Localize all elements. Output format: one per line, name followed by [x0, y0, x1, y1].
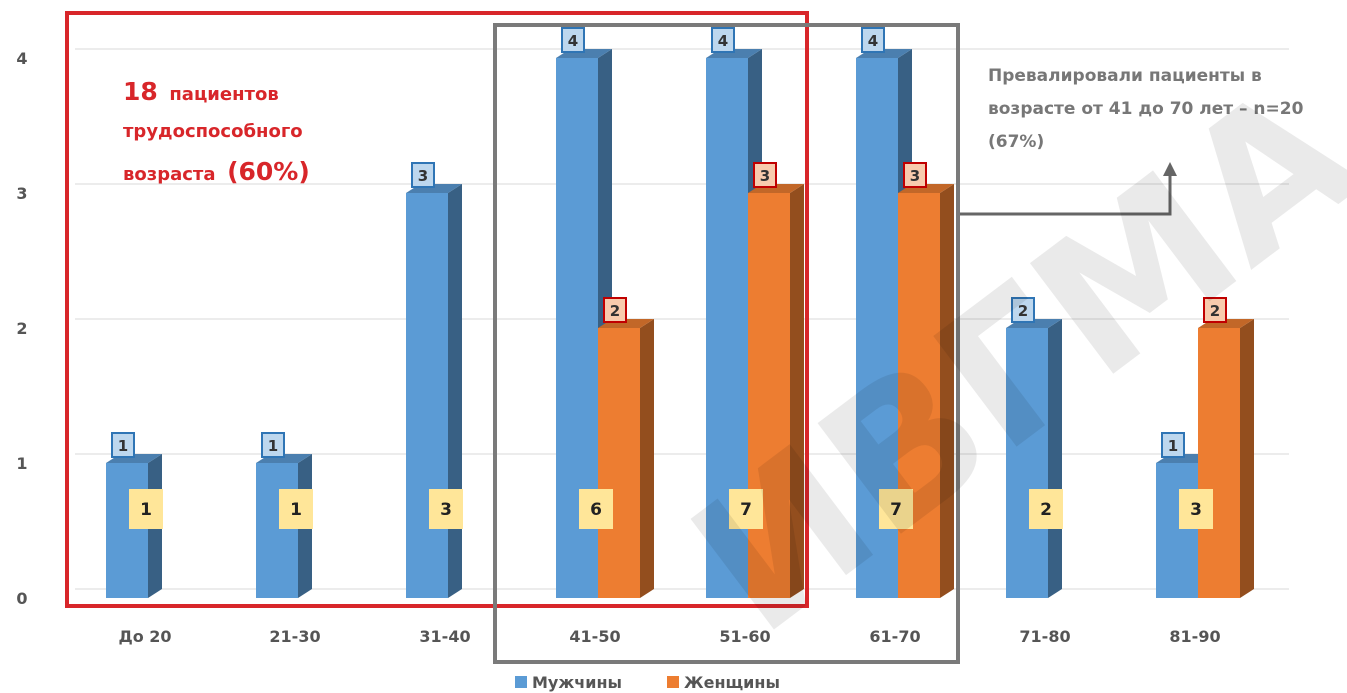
value-labels: 1 1 3 4 2 4 3 4 3 2 1 2: [111, 27, 1227, 458]
bar-side: [640, 319, 654, 598]
value-label: 2: [610, 302, 620, 320]
value-label-box: [861, 27, 885, 53]
legend-swatch: [515, 676, 527, 688]
working-age-frame: [65, 11, 809, 608]
bar-side: [448, 184, 462, 598]
bar-side: [1240, 319, 1254, 598]
working-age-number: 18: [123, 77, 158, 106]
x-tick-label: 21-30: [269, 627, 320, 646]
value-label-box: [753, 162, 777, 188]
value-label-box: [903, 162, 927, 188]
working-age-line3: возраста: [123, 164, 216, 185]
prevail-line1: Превалировали пациенты в: [988, 66, 1262, 86]
working-age-line2: трудоспособного: [123, 121, 303, 142]
value-label: 3: [910, 167, 920, 185]
prevail-line2: возрасте от 41 до 70 лет – n=20: [988, 99, 1304, 119]
total-label: 7: [740, 500, 752, 520]
total-label: 2: [1040, 500, 1052, 520]
bar-front: [1156, 463, 1198, 598]
total-badge: [1029, 489, 1063, 529]
value-label-box: [261, 432, 285, 458]
value-label: 1: [268, 437, 278, 455]
working-age-percent: (60%): [227, 157, 310, 186]
x-tick-label: 31-40: [419, 627, 470, 646]
working-age-note: 18 пациентов: [123, 77, 279, 106]
total-label: 3: [440, 500, 452, 520]
legend-swatch: [667, 676, 679, 688]
bar-side: [790, 184, 804, 598]
total-badge: [579, 489, 613, 529]
total-badge: [279, 489, 313, 529]
bar: [598, 319, 654, 598]
total-badge: [879, 489, 913, 529]
value-label-box: [111, 432, 135, 458]
x-tick-label: 61-70: [869, 627, 920, 646]
total-badge: [1179, 489, 1213, 529]
bar: [1198, 319, 1254, 598]
bar: [748, 184, 804, 598]
bar-side: [940, 184, 954, 598]
bar-front: [898, 193, 940, 598]
bar: [406, 184, 462, 598]
y-axis: 0 1 2 3 4: [16, 49, 27, 608]
total-badge: [729, 489, 763, 529]
bar-front: [106, 463, 148, 598]
x-tick-label: 41-50: [569, 627, 620, 646]
total-labels: 1 1 3 6 7 7 2 3: [129, 489, 1213, 529]
value-label-box: [1203, 297, 1227, 323]
total-label: 1: [290, 500, 302, 520]
bar-front: [1006, 328, 1048, 598]
y-tick-label: 1: [16, 454, 27, 473]
value-label: 4: [868, 32, 878, 50]
x-tick-label: 71-80: [1019, 627, 1070, 646]
bar-front: [256, 463, 298, 598]
total-badge: [129, 489, 163, 529]
working-age-line3-group: возраста (60%): [123, 157, 310, 186]
value-label: 2: [1210, 302, 1220, 320]
value-label-box: [561, 27, 585, 53]
value-label: 3: [760, 167, 770, 185]
x-tick-label: 81-90: [1169, 627, 1220, 646]
y-tick-label: 2: [16, 319, 27, 338]
bar-front: [406, 193, 448, 598]
value-label: 2: [1018, 302, 1028, 320]
total-label: 7: [890, 500, 902, 520]
total-label: 3: [1190, 500, 1202, 520]
value-label: 1: [1168, 437, 1178, 455]
connector-arrow: [960, 172, 1172, 216]
y-tick-label: 4: [16, 49, 27, 68]
value-label-box: [711, 27, 735, 53]
prevail-line3: (67%): [988, 132, 1044, 152]
total-label: 1: [140, 500, 152, 520]
bar-front: [748, 193, 790, 598]
value-label-box: [603, 297, 627, 323]
value-label-box: [1011, 297, 1035, 323]
bar-front: [1198, 328, 1240, 598]
x-tick-label: До 20: [118, 627, 171, 646]
x-axis: До 20 21-30 31-40 41-50 51-60 61-70 71-80 81-90: [118, 627, 1220, 646]
value-label-box: [1161, 432, 1185, 458]
value-label: 4: [568, 32, 578, 50]
y-tick-label: 0: [16, 589, 27, 608]
total-label: 6: [590, 500, 602, 520]
legend-label: Мужчины: [532, 673, 622, 692]
x-tick-label: 51-60: [719, 627, 770, 646]
bars: [106, 49, 1254, 598]
legend-label: Женщины: [684, 673, 780, 692]
value-label-box: [411, 162, 435, 188]
y-tick-label: 3: [16, 184, 27, 203]
value-label: 1: [118, 437, 128, 455]
prevalence-frame: [493, 23, 960, 664]
legend: Мужчины Женщины: [515, 673, 780, 692]
arrow-head-icon: [1163, 162, 1177, 176]
bar: [898, 184, 954, 598]
total-badge: [429, 489, 463, 529]
value-label: 4: [718, 32, 728, 50]
value-label: 3: [418, 167, 428, 185]
working-age-line1: пациентов: [169, 84, 278, 105]
bar-front: [598, 328, 640, 598]
